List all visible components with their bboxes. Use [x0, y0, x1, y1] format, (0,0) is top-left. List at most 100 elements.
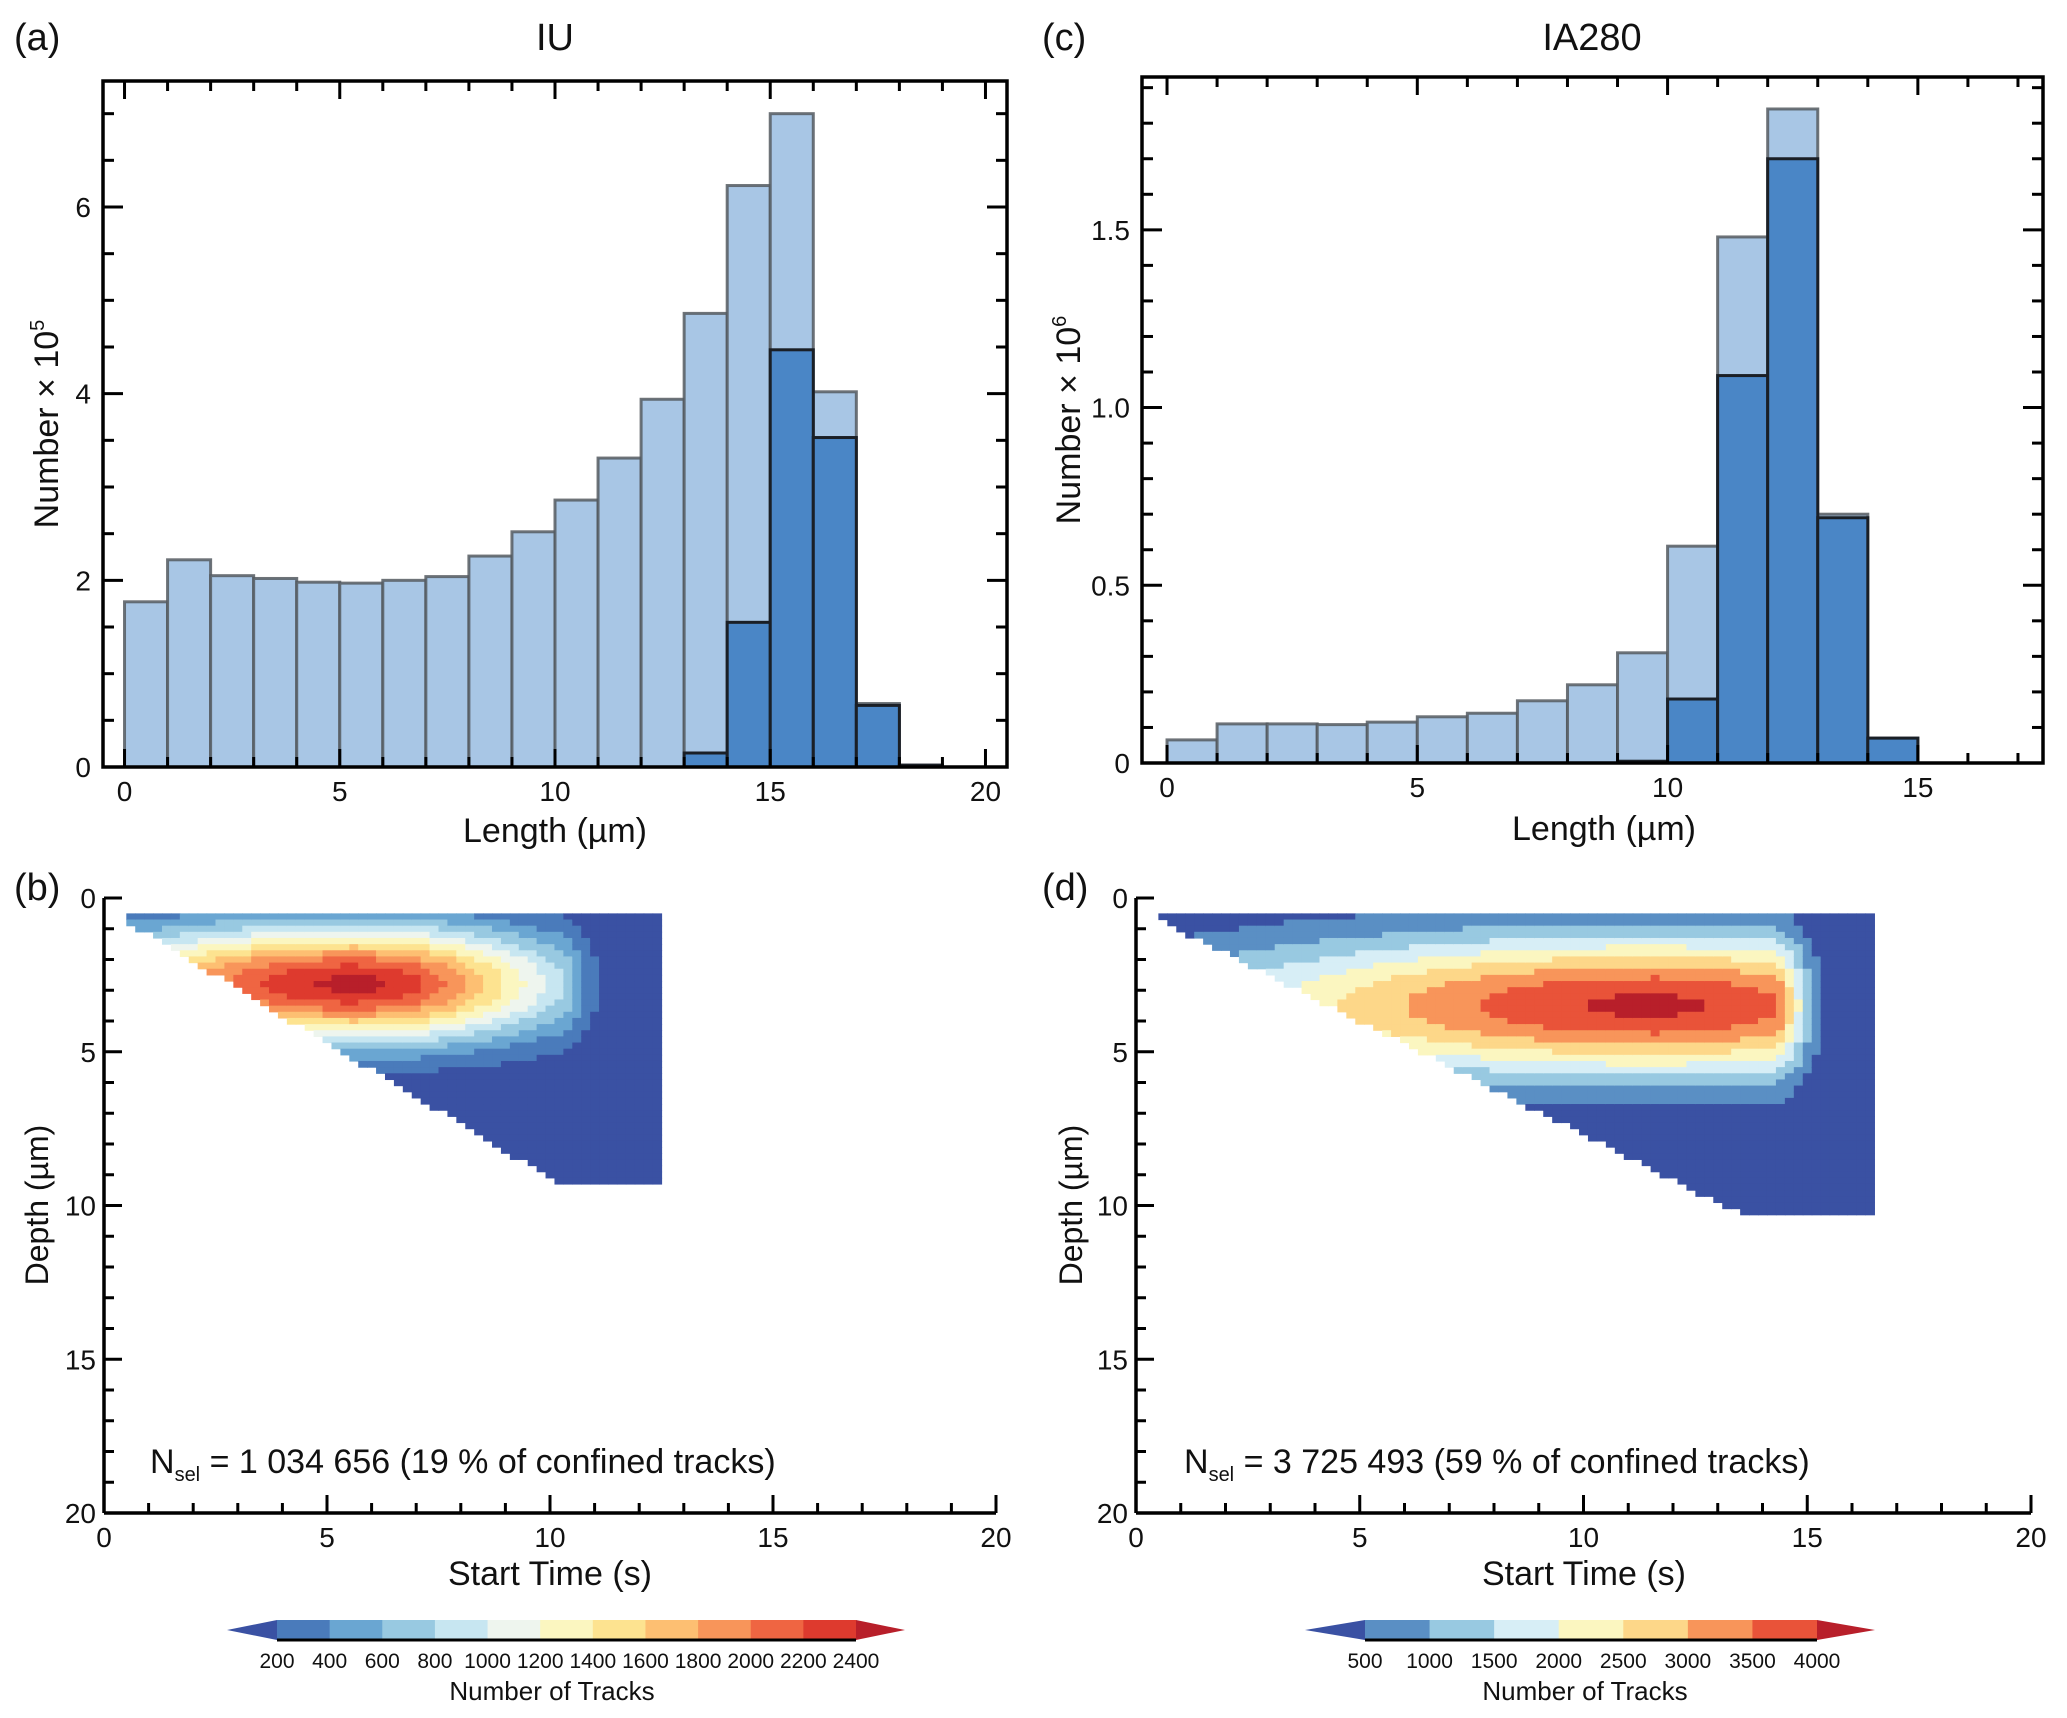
- density-cell: [590, 1116, 600, 1124]
- density-cell: [1632, 925, 1643, 933]
- density-cell: [402, 1048, 413, 1056]
- density-cell: [1820, 925, 1831, 933]
- density-cell: [652, 1140, 663, 1148]
- density-cell: [1373, 1024, 1383, 1031]
- density-cell: [483, 1067, 493, 1074]
- density-cell: [1605, 999, 1616, 1007]
- density-cell: [1802, 987, 1813, 994]
- density-cell: [1587, 1104, 1598, 1111]
- density-cell: [1408, 974, 1419, 982]
- colorbar-segment: [540, 1620, 594, 1640]
- density-cell: [1811, 1097, 1822, 1105]
- density-cell: [1221, 913, 1231, 921]
- density-cell: [634, 1036, 645, 1044]
- density-cell: [1659, 950, 1670, 958]
- density-cell: [1328, 913, 1338, 921]
- density-cell: [393, 1067, 404, 1074]
- density-cell: [1677, 1104, 1688, 1111]
- density-cell: [1740, 1073, 1750, 1081]
- density-cell: [1740, 1097, 1750, 1105]
- density-cell: [1632, 1110, 1643, 1117]
- density-cell: [492, 1042, 502, 1050]
- density-cell: [393, 937, 404, 945]
- density-cell: [643, 1085, 654, 1093]
- density-cell: [572, 1079, 582, 1087]
- density-cell: [135, 919, 145, 927]
- density-cell: [1659, 1140, 1670, 1148]
- density-cell: [215, 944, 226, 951]
- density-cell: [1856, 913, 1867, 921]
- density-cell: [599, 1153, 609, 1160]
- density-cell: [607, 925, 618, 933]
- density-cell: [483, 1030, 493, 1037]
- density-cell: [438, 919, 449, 927]
- density-cell: [1400, 981, 1410, 988]
- density-cell: [1650, 1140, 1661, 1148]
- density-cell: [1614, 1097, 1625, 1105]
- density-cell: [1847, 1171, 1858, 1179]
- density-cell: [1766, 993, 1777, 1001]
- density-cell: [536, 962, 547, 970]
- density-cell: [572, 1171, 582, 1179]
- density-cell: [1417, 987, 1428, 994]
- density-cell: [643, 1128, 654, 1136]
- density-cell: [590, 1097, 600, 1105]
- density-cell: [1605, 1017, 1616, 1025]
- density-cell: [527, 1116, 538, 1124]
- density-cell: [616, 962, 627, 970]
- density-cell: [527, 1085, 538, 1093]
- density-cell: [1659, 1073, 1670, 1081]
- density-cell: [1471, 1036, 1482, 1044]
- density-cell: [1319, 944, 1330, 951]
- density-cell: [1570, 1017, 1580, 1025]
- density-cell: [1704, 931, 1714, 939]
- density-cell: [1695, 974, 1705, 982]
- density-cell: [1775, 950, 1786, 958]
- density-cell: [1740, 944, 1750, 951]
- density-cell: [1784, 937, 1795, 945]
- density-cell: [393, 1024, 404, 1031]
- density-cell: [1552, 1048, 1562, 1056]
- density-cell: [1811, 1017, 1822, 1025]
- density-cell: [607, 1017, 618, 1025]
- density-cell: [1417, 999, 1428, 1007]
- density-cell: [411, 1036, 422, 1044]
- colorbar-tick-label: 2400: [833, 1650, 880, 1673]
- density-cell: [277, 919, 288, 927]
- density-cell: [1847, 1036, 1858, 1044]
- density-cell: [572, 981, 582, 988]
- y-tick-label: 6: [75, 192, 91, 223]
- density-cell: [1686, 931, 1696, 939]
- density-cell: [1829, 1024, 1840, 1031]
- density-cell: [1417, 974, 1428, 982]
- density-cell: [634, 1067, 645, 1074]
- density-cell: [1731, 1171, 1741, 1179]
- density-cell: [1731, 1202, 1741, 1210]
- density-cell: [500, 1048, 511, 1056]
- density-cell: [358, 1048, 368, 1056]
- density-cell: [1784, 931, 1795, 939]
- density-cell: [1820, 1177, 1831, 1185]
- density-cell: [625, 1005, 636, 1013]
- density-cell: [1704, 1153, 1714, 1160]
- density-cell: [438, 925, 449, 933]
- density-cell: [438, 1017, 449, 1025]
- density-cell: [1740, 1122, 1750, 1130]
- density-cell: [1811, 1177, 1822, 1185]
- density-cell: [536, 1091, 547, 1099]
- density-cell: [340, 974, 350, 982]
- density-cell: [1740, 1153, 1750, 1160]
- density-cell: [1775, 1024, 1786, 1031]
- density-cell: [1793, 1183, 1804, 1191]
- density-cell: [581, 1005, 591, 1013]
- density-cell: [1623, 1005, 1634, 1013]
- density-cell: [572, 1054, 582, 1062]
- density-cell: [420, 1017, 431, 1025]
- density-cell: [1462, 974, 1473, 982]
- density-cell: [474, 950, 484, 958]
- density-cell: [1623, 1042, 1634, 1050]
- density-cell: [1641, 944, 1652, 951]
- density-cell: [1749, 1153, 1759, 1160]
- density-cell: [1561, 1116, 1571, 1124]
- density-cell: [393, 968, 404, 976]
